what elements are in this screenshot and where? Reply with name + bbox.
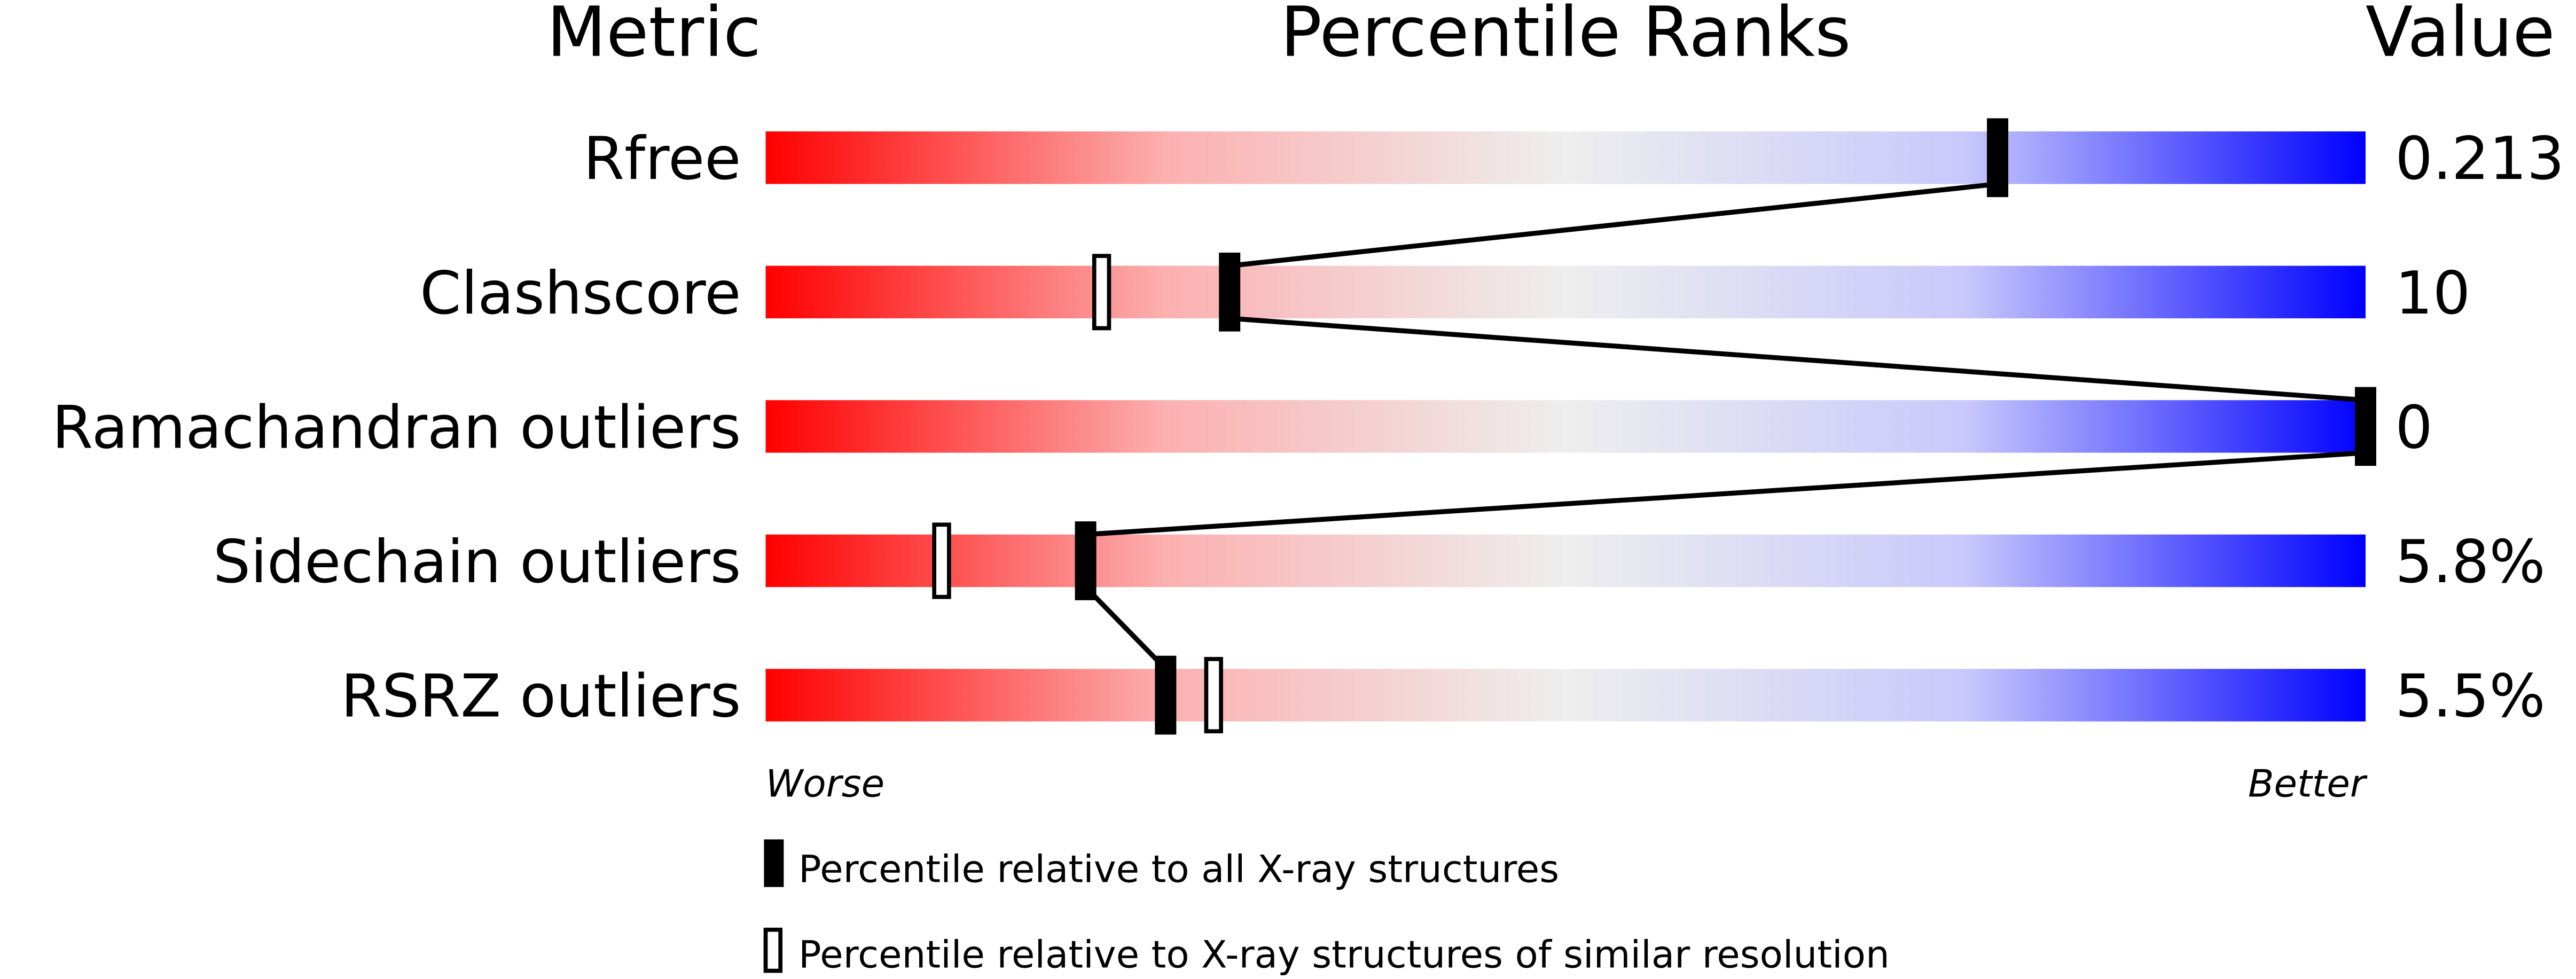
metric-value: 0.213 — [2395, 124, 2564, 193]
row-sidechain-outliers: Sidechain outliers 5.8% — [213, 521, 2546, 600]
header-value: Value — [2366, 0, 2555, 73]
row-rfree: Rfree 0.213 — [583, 118, 2564, 198]
metric-value: 5.8% — [2395, 528, 2545, 597]
metric-label: Ramachandran outliers — [52, 393, 741, 462]
connector-line — [1085, 450, 2366, 537]
percentile-bar — [765, 131, 2366, 184]
connector-line — [1229, 181, 1998, 269]
worse-label: Worse — [765, 762, 884, 806]
legend-marker-similar — [763, 927, 783, 973]
percentile-bar — [765, 534, 2366, 588]
row-clashscore: Clashscore 10 — [420, 253, 2470, 332]
marker-similar-resolution — [1204, 657, 1223, 734]
legend-marker-all — [764, 839, 784, 887]
metric-value: 5.5% — [2395, 662, 2545, 731]
row-rsrz-outliers: RSRZ outliers 5.5% — [341, 655, 2546, 735]
header-percentile-ranks: Percentile Ranks — [1280, 0, 1851, 73]
marker-similar-resolution — [1092, 254, 1111, 331]
legend-all-label: Percentile relative to all X-ray structu… — [798, 847, 1559, 891]
header-metric: Metric — [547, 0, 762, 73]
connector-line — [1084, 585, 1168, 671]
metric-value: 10 — [2395, 259, 2470, 328]
metric-value: 0 — [2395, 393, 2432, 462]
percentile-bar — [765, 400, 2366, 453]
percentile-bar — [765, 669, 2366, 722]
legend-similar-label: Percentile relative to X-ray structures … — [798, 932, 1890, 976]
metric-label: Rfree — [583, 124, 741, 193]
metric-label: Sidechain outliers — [213, 528, 741, 597]
marker-similar-resolution — [932, 522, 951, 599]
metric-label: Clashscore — [420, 259, 741, 328]
better-label: Better — [2248, 762, 2368, 806]
row-ramachandran-outliers: Ramachandran outliers 0 — [52, 387, 2433, 466]
metric-label: RSRZ outliers — [341, 662, 741, 731]
percentile-bar — [765, 265, 2366, 319]
connector-line — [1229, 316, 2366, 403]
